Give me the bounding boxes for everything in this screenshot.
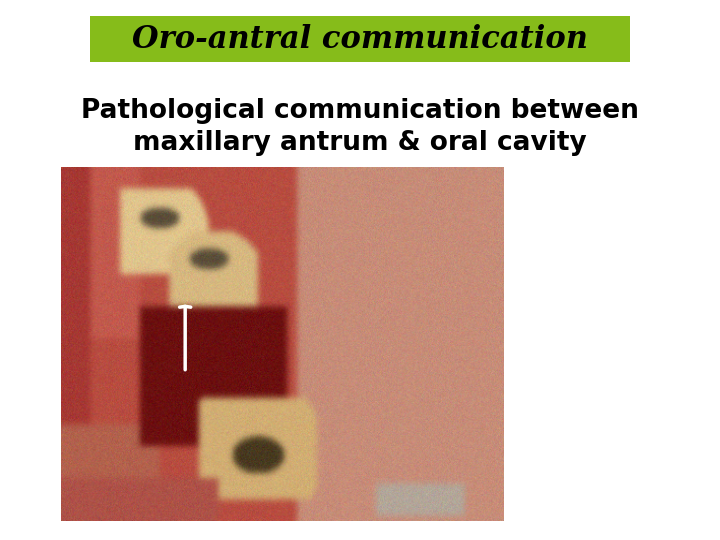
Text: maxillary antrum & oral cavity: maxillary antrum & oral cavity (133, 130, 587, 156)
Bar (90, 16, 630, 62)
Text: Pathological communication between: Pathological communication between (81, 98, 639, 124)
Text: Oro-antral communication: Oro-antral communication (132, 24, 588, 55)
